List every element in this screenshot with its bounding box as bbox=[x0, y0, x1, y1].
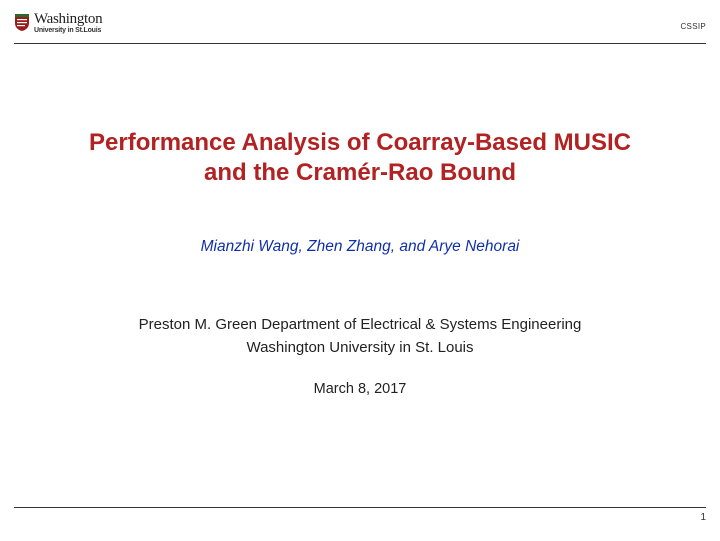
logo-text: Washington University in St.Louis bbox=[34, 12, 102, 34]
university-logo: Washington University in St.Louis bbox=[14, 12, 102, 34]
affiliation: Preston M. Green Department of Electrica… bbox=[40, 314, 680, 359]
slide-content: Performance Analysis of Coarray-Based MU… bbox=[0, 80, 720, 397]
affiliation-line-2: Washington University in St. Louis bbox=[40, 337, 680, 360]
shield-icon bbox=[14, 13, 30, 31]
affiliation-line-1: Preston M. Green Department of Electrica… bbox=[40, 314, 680, 337]
slide-title: Performance Analysis of Coarray-Based MU… bbox=[40, 128, 680, 188]
university-subtitle: University in St.Louis bbox=[34, 27, 102, 34]
authors: Mianzhi Wang, Zhen Zhang, and Arye Nehor… bbox=[40, 238, 680, 256]
title-line-1: Performance Analysis of Coarray-Based MU… bbox=[40, 128, 680, 158]
university-name: Washington bbox=[34, 12, 102, 27]
title-line-2: and the Cramér-Rao Bound bbox=[40, 158, 680, 188]
date: March 8, 2017 bbox=[40, 381, 680, 397]
slide: Washington University in St.Louis CSSIP … bbox=[0, 0, 720, 541]
slide-footer: 1 bbox=[14, 507, 706, 525]
page-number: 1 bbox=[700, 512, 706, 523]
slide-header: Washington University in St.Louis CSSIP bbox=[14, 12, 706, 44]
header-right-label: CSSIP bbox=[680, 22, 706, 31]
